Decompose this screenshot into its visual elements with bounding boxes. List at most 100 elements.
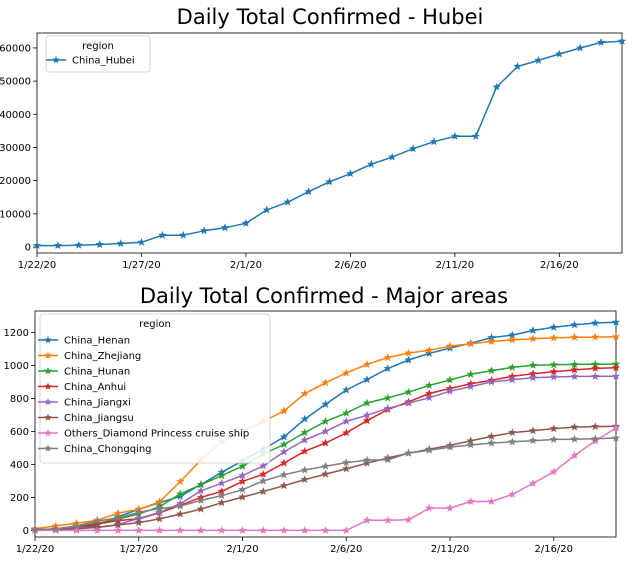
legend-entry: China_Anhui <box>38 382 126 393</box>
legend-swatch-marker <box>44 429 52 437</box>
data-point <box>341 408 351 417</box>
data-point <box>175 501 185 510</box>
data-point <box>424 445 434 454</box>
legend-entry: China_Chongqing <box>38 444 152 455</box>
data-point <box>300 414 310 423</box>
data-point <box>217 478 227 487</box>
data-point <box>549 333 559 342</box>
y-tick-label: 600 <box>10 427 29 438</box>
data-point <box>283 197 292 206</box>
data-point <box>362 359 372 369</box>
data-point <box>404 448 413 457</box>
y-tick-label: 200 <box>10 493 29 504</box>
data-point <box>300 428 310 437</box>
data-point <box>32 241 42 250</box>
data-point <box>196 504 206 513</box>
hubei-plot-frame <box>36 32 623 254</box>
data-point <box>445 503 455 512</box>
legend-swatch-marker <box>44 367 52 375</box>
legend-swatch-marker <box>44 413 52 421</box>
data-point <box>367 159 376 168</box>
x-tick-label: 2/16/20 <box>534 544 573 555</box>
y-tick-label: 10000 <box>0 209 31 220</box>
data-point <box>341 458 351 467</box>
data-point <box>617 36 627 45</box>
legend-label: China_Chongqing <box>64 444 152 455</box>
legend-swatch-marker <box>44 336 52 344</box>
data-point <box>92 516 102 525</box>
data-point <box>300 525 310 534</box>
y-tick-label: 40000 <box>0 110 31 121</box>
data-point <box>220 223 230 232</box>
data-point <box>51 524 61 533</box>
data-point <box>507 428 517 437</box>
data-point <box>175 489 185 498</box>
data-point <box>528 373 538 382</box>
legend-swatch-marker <box>44 351 52 359</box>
data-point <box>507 437 517 446</box>
data-point <box>424 348 434 357</box>
data-point <box>300 389 310 398</box>
data-point <box>300 435 310 444</box>
data-point <box>570 372 579 381</box>
data-point <box>575 43 585 52</box>
data-point <box>196 525 206 534</box>
data-point <box>321 469 330 478</box>
y-tick-label: 1200 <box>4 328 29 339</box>
data-point <box>487 431 496 440</box>
data-point <box>590 434 600 443</box>
x-tick-label: 2/11/20 <box>436 260 475 271</box>
legend-entry: China_Hunan <box>38 367 130 378</box>
y-tick-label: 400 <box>10 460 29 471</box>
y-tick-label: 30000 <box>0 143 31 154</box>
data-point <box>383 364 393 373</box>
data-point <box>549 360 559 369</box>
data-point <box>611 371 621 380</box>
data-point <box>217 471 227 480</box>
data-point <box>549 372 559 381</box>
x-tick-label: 2/11/20 <box>431 544 470 555</box>
data-point <box>74 240 84 249</box>
data-point <box>611 423 621 432</box>
data-point <box>341 464 351 473</box>
data-point <box>155 507 164 517</box>
legend-entry: China_Jiangxi <box>38 398 131 409</box>
data-point <box>238 485 247 494</box>
data-point <box>92 525 102 534</box>
data-point <box>217 525 227 534</box>
data-point <box>217 491 227 500</box>
data-point <box>507 362 517 372</box>
x-tick-label: 2/16/20 <box>540 260 579 271</box>
data-point <box>570 451 579 460</box>
hubei-legend-title: region <box>82 41 114 52</box>
data-point <box>279 470 289 479</box>
data-point <box>238 471 247 480</box>
data-point <box>450 131 460 140</box>
data-point <box>279 432 289 441</box>
data-point <box>238 492 247 501</box>
data-point <box>53 241 63 250</box>
data-point <box>549 424 559 433</box>
data-point <box>487 497 496 506</box>
legend-swatch-marker <box>44 398 52 406</box>
data-point <box>72 521 81 530</box>
x-tick-label: 2/6/20 <box>330 544 362 555</box>
legend-swatch-marker <box>44 382 52 390</box>
data-point <box>175 477 185 486</box>
data-point <box>590 363 600 372</box>
data-point <box>404 355 413 364</box>
legend-swatch-marker <box>52 56 60 64</box>
data-point <box>611 332 621 341</box>
data-point <box>321 438 330 447</box>
data-point <box>383 403 393 412</box>
data-point <box>279 525 289 534</box>
data-point <box>262 205 272 214</box>
data-point <box>196 486 206 495</box>
data-point <box>279 440 289 449</box>
legend-label: Others_Diamond Princess cruise ship <box>64 429 249 440</box>
data-point <box>300 475 310 484</box>
data-point <box>178 230 188 239</box>
major-areas-chart-title: Daily Total Confirmed - Major areas <box>140 284 508 308</box>
